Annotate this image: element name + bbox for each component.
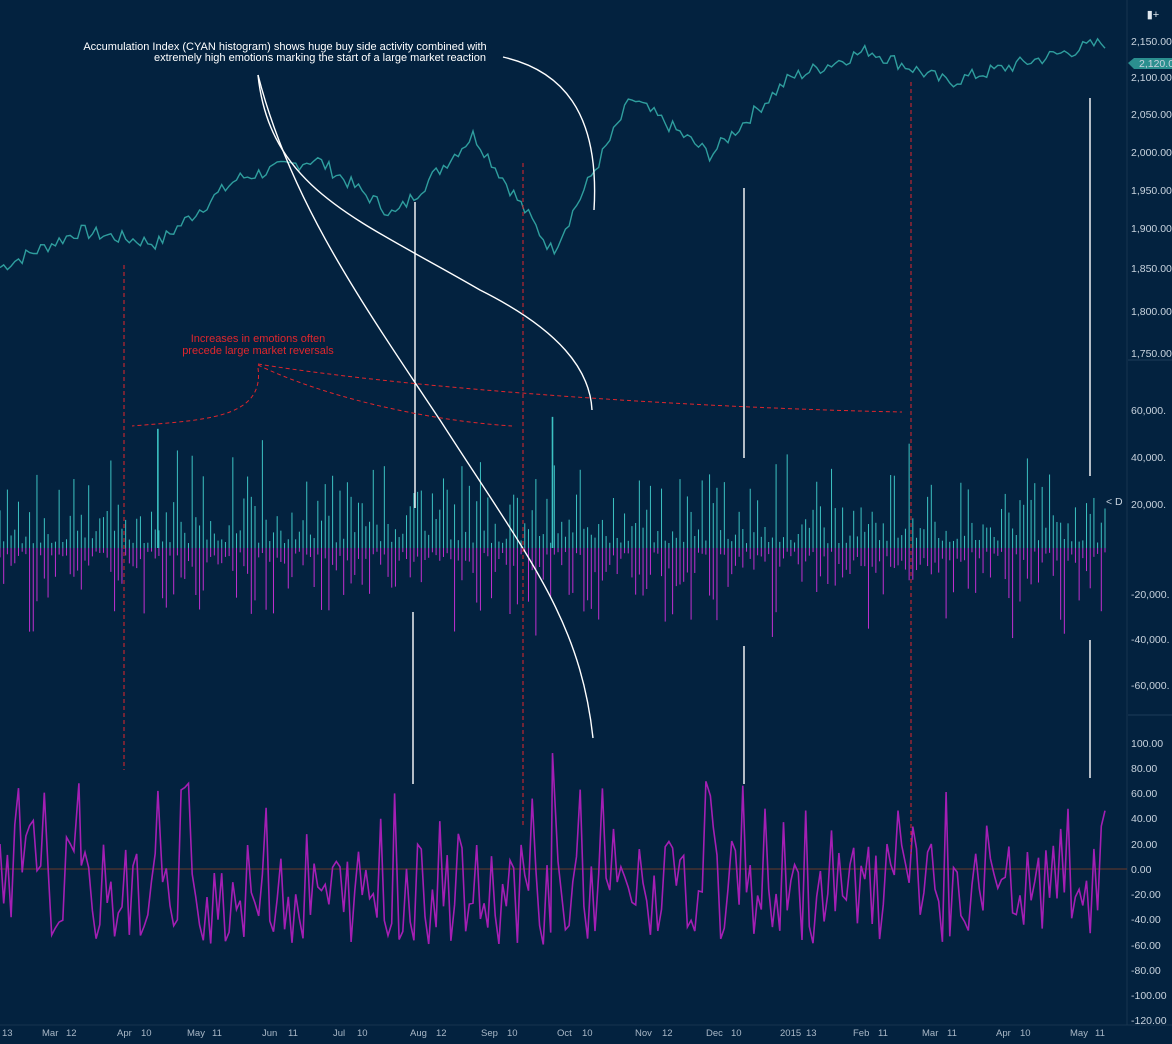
x-tick-label: 11	[288, 1028, 298, 1039]
price-series	[0, 37, 1106, 271]
x-tick-label: 13	[806, 1028, 817, 1039]
oscillator-line	[0, 753, 1106, 945]
x-tick-label: Apr	[117, 1028, 132, 1039]
y-tick-label: 2,100.00	[1131, 72, 1172, 84]
x-tick-label: 10	[731, 1028, 742, 1039]
x-tick-label: Feb	[853, 1028, 869, 1039]
x-tick-label: 2015	[780, 1028, 801, 1039]
y-tick-label: -20,000.	[1131, 589, 1170, 601]
y-tick-label: 40,000.	[1131, 452, 1166, 464]
y-tick-label: 20,000.	[1131, 499, 1166, 511]
y-tick-label: -20.00	[1131, 889, 1161, 901]
red-curve-left	[131, 367, 259, 427]
x-tick-label: May	[187, 1028, 205, 1039]
red-annotation-line1: Increases in emotions often	[191, 333, 326, 345]
red-curve-mid	[257, 364, 513, 427]
svg-text:2,120.0: 2,120.0	[1139, 58, 1172, 70]
x-tick-label: 10	[582, 1028, 593, 1039]
y-tick-label: -60.00	[1131, 940, 1161, 952]
y-tick-label: -120.00	[1131, 1015, 1167, 1027]
x-tick-label: 12	[662, 1028, 673, 1039]
y-tick-label: 40.00	[1131, 813, 1157, 825]
x-tick-label: 10	[1020, 1028, 1031, 1039]
y-tick-label: 1,950.00	[1131, 185, 1172, 197]
y-axis-ticks: 2,150.00 2,100.00 2,050.00 2,000.00 1,950.00…	[1131, 36, 1172, 1027]
x-tick-label: Apr	[996, 1028, 1011, 1039]
x-tick-label: 11	[212, 1028, 222, 1039]
histogram-tag: < D	[1106, 496, 1123, 508]
y-tick-label: 1,750.00	[1131, 348, 1172, 360]
x-axis-ticks: 13 Mar 12 Apr 10 May 11 Jun 11 Jul 10 Aug 12 Sep 10 Oct…	[2, 1028, 1105, 1039]
price-line	[0, 37, 1106, 271]
x-tick-label: 11	[947, 1028, 957, 1039]
y-tick-label: 0.00	[1131, 864, 1152, 876]
x-tick-label: Mar	[922, 1028, 938, 1039]
red-annotation-line2: precede large market reversals	[182, 345, 334, 357]
x-tick-label: 10	[357, 1028, 368, 1039]
red-curve-right	[257, 363, 903, 413]
arrow-to-hist-spike	[257, 74, 593, 411]
x-tick-label: Nov	[635, 1028, 652, 1039]
x-tick-label: Mar	[42, 1028, 58, 1039]
accumulation-histogram	[0, 416, 1106, 639]
y-tick-label: -40,000.	[1131, 634, 1170, 646]
y-tick-label: 60,000.	[1131, 405, 1166, 417]
y-tick-label: 2,000.00	[1131, 147, 1172, 159]
x-tick-label: 11	[878, 1028, 888, 1039]
y-tick-label: 1,900.00	[1131, 223, 1172, 235]
y-tick-label: -40.00	[1131, 914, 1161, 926]
arrow-to-osc-spike	[257, 74, 594, 739]
x-tick-label: 10	[507, 1028, 518, 1039]
x-tick-label: Jun	[262, 1028, 277, 1039]
y-tick-label: 2,150.00	[1131, 36, 1172, 48]
y-tick-label: 60.00	[1131, 788, 1157, 800]
x-tick-label: Oct	[557, 1028, 572, 1039]
y-tick-label: -80.00	[1131, 965, 1161, 977]
top-annotation-line2: extremely high emotions marking the star…	[154, 52, 486, 64]
y-tick-label: 1,850.00	[1131, 263, 1172, 275]
annotation-arrows-white	[257, 56, 1091, 784]
y-tick-label: 20.00	[1131, 839, 1157, 851]
emotion-oscillator	[0, 753, 1106, 945]
annotation-arrows-red	[123, 82, 912, 854]
x-tick-label: Aug	[410, 1028, 427, 1039]
top-annotation-line1: Accumulation Index (CYAN histogram) show…	[83, 41, 486, 53]
y-tick-label: -100.00	[1131, 990, 1167, 1002]
y-tick-label: 1,800.00	[1131, 306, 1172, 318]
x-tick-label: 10	[141, 1028, 152, 1039]
x-tick-label: Sep	[481, 1028, 498, 1039]
x-tick-label: May	[1070, 1028, 1088, 1039]
x-tick-label: Jul	[333, 1028, 345, 1039]
y-tick-label: -60,000.	[1131, 680, 1170, 692]
expand-icon[interactable]: ▮+	[1146, 9, 1160, 21]
last-price-tag: 2,120.0	[1128, 58, 1172, 70]
arrow-to-oct-low	[502, 56, 596, 211]
y-tick-label: 2,050.00	[1131, 109, 1172, 121]
x-tick-label: Dec	[706, 1028, 723, 1039]
x-tick-label: 12	[66, 1028, 77, 1039]
x-tick-label: 11	[1095, 1028, 1105, 1039]
x-tick-label: 13	[2, 1028, 13, 1039]
y-tick-label: 80.00	[1131, 763, 1157, 775]
y-tick-label: 100.00	[1131, 738, 1163, 750]
x-tick-label: 12	[436, 1028, 447, 1039]
